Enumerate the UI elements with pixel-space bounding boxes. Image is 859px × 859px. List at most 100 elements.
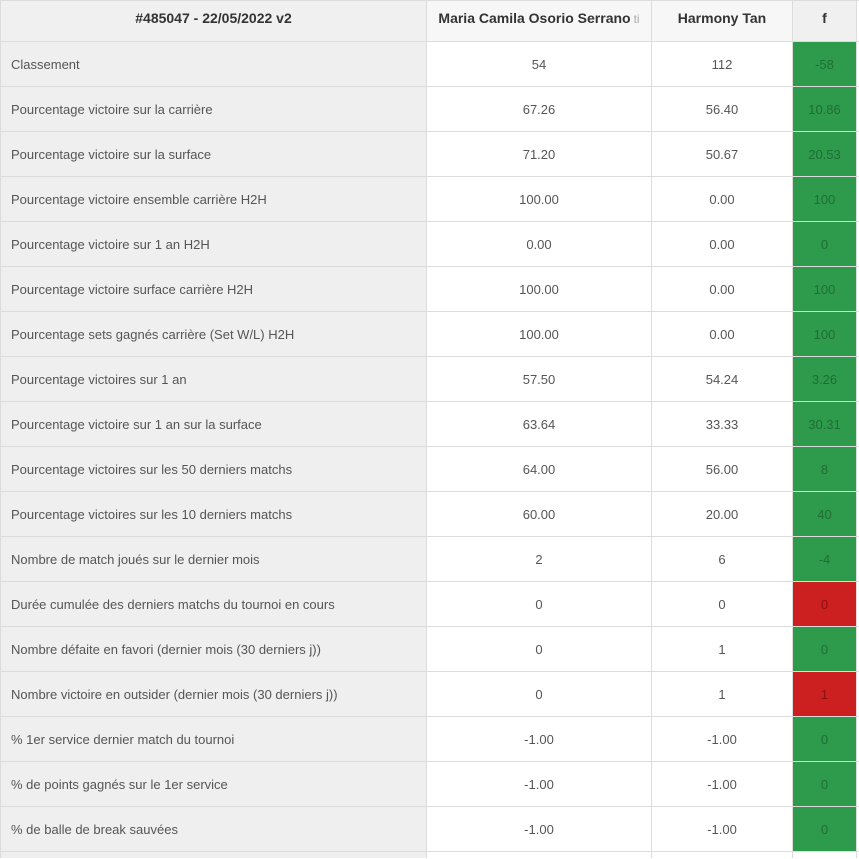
player2-value: 56.40: [651, 86, 793, 132]
player1-value: [426, 851, 652, 858]
f-value: [792, 851, 857, 858]
player1-value: 0: [426, 626, 652, 672]
f-value: 3.26: [792, 356, 857, 402]
f-value: 0: [792, 716, 857, 762]
player1-value: 0: [426, 671, 652, 717]
stat-label: Pourcentage victoires sur les 50 dernier…: [0, 446, 427, 492]
f-value: -58: [792, 41, 857, 87]
stat-label: % 1er service dernier match du tournoi: [0, 716, 427, 762]
table-row: Nombre de match joués sur le dernier moi…: [0, 536, 859, 582]
table-row: % 1er service dernier match du tournoi -1…: [0, 716, 859, 762]
player2-value: 0.00: [651, 311, 793, 357]
edge-cell: [856, 806, 859, 852]
player2-value: 50.67: [651, 131, 793, 177]
table-row: Pourcentage victoire sur 1 an H2H 0.00 0.0…: [0, 221, 859, 267]
stat-label: Pourcentage victoires sur les 10 dernier…: [0, 491, 427, 537]
stat-label: Pourcentage victoire sur 1 an sur la sur…: [0, 401, 427, 447]
stat-label: Nombre défaite en favori (dernier mois (…: [0, 626, 427, 672]
player2-value: 0.00: [651, 266, 793, 312]
player2-value: 0.00: [651, 176, 793, 222]
f-value: 20.53: [792, 131, 857, 177]
player2-value: 0.00: [651, 221, 793, 267]
f-value: 100: [792, 266, 857, 312]
player2-value: 0: [651, 581, 793, 627]
f-value: 100: [792, 311, 857, 357]
table-row: Pourcentage sets gagnés carrière (Set W/…: [0, 311, 859, 357]
table-row: Durée cumulée des derniers matchs du tou…: [0, 581, 859, 627]
f-header[interactable]: f: [792, 0, 857, 42]
player1-value: 0: [426, 581, 652, 627]
player2-value: -1.00: [651, 716, 793, 762]
player2-value: 6: [651, 536, 793, 582]
f-value: 0: [792, 806, 857, 852]
f-value: 1: [792, 671, 857, 717]
f-value: 8: [792, 446, 857, 492]
player2-value: 1: [651, 626, 793, 672]
match-id: #485047 - 22/05/2022 v2: [135, 10, 292, 26]
table-row: Pourcentage victoire sur la carrière 67.2…: [0, 86, 859, 132]
stat-label: % de balle de break sauvées: [0, 806, 427, 852]
player1-value: 100.00: [426, 266, 652, 312]
table-row: % de balle de break sauvées -1.00 -1.00 0: [0, 806, 859, 852]
player1-value: 2: [426, 536, 652, 582]
player1-value: 63.64: [426, 401, 652, 447]
f-value: 10.86: [792, 86, 857, 132]
player1-value: 54: [426, 41, 652, 87]
stat-label: Durée cumulée des derniers matchs du tou…: [0, 581, 427, 627]
stat-label: Pourcentage victoire sur 1 an H2H: [0, 221, 427, 267]
f-value: 0: [792, 761, 857, 807]
player2-value: 1: [651, 671, 793, 717]
stat-label: Classement: [0, 41, 427, 87]
player2-value: [651, 851, 793, 858]
player2-value: -1.00: [651, 761, 793, 807]
f-value: 0: [792, 626, 857, 672]
player2-value: 33.33: [651, 401, 793, 447]
stat-label: Nombre de match joués sur le dernier moi…: [0, 536, 427, 582]
f-value: 40: [792, 491, 857, 537]
player1-value: 60.00: [426, 491, 652, 537]
stat-label: % de points gagnés sur le 1er service: [0, 761, 427, 807]
table-row: Pourcentage victoires sur les 10 dernier…: [0, 491, 859, 537]
player1-name: Maria Camila Osorio Serrano: [438, 10, 631, 26]
f-value: 0: [792, 581, 857, 627]
player1-header[interactable]: Maria Camila Osorio Serrano ti: [426, 0, 652, 42]
stat-label: Pourcentage victoire sur la surface: [0, 131, 427, 177]
table-row: Pourcentage victoire surface carrière H2…: [0, 266, 859, 312]
stat-label: Pourcentage sets gagnés carrière (Set W/…: [0, 311, 427, 357]
match-id-header[interactable]: #485047 - 22/05/2022 v2: [0, 0, 427, 42]
table-row: Classement 54 112 -58: [0, 41, 859, 87]
player1-hint: ti: [633, 12, 640, 26]
f-value: 100: [792, 176, 857, 222]
stat-label: Pourcentage victoires sur 1 an: [0, 356, 427, 402]
player1-value: 100.00: [426, 311, 652, 357]
table-row: % de points gagnés sur le 1er service -1.…: [0, 761, 859, 807]
player2-value: -1.00: [651, 806, 793, 852]
player1-value: 0.00: [426, 221, 652, 267]
f-value: -4: [792, 536, 857, 582]
header-row: #485047 - 22/05/2022 v2 Maria Camila Oso…: [0, 0, 859, 42]
player2-value: 54.24: [651, 356, 793, 402]
stat-label: Nombre victoire en outsider (dernier moi…: [0, 671, 427, 717]
player2-header[interactable]: Harmony Tan: [651, 0, 793, 42]
stat-label: Pourcentage victoire ensemble carrière H…: [0, 176, 427, 222]
stat-label: Pourcentage victoire sur la carrière: [0, 86, 427, 132]
player2-value: 56.00: [651, 446, 793, 492]
table-row-partial: [0, 851, 859, 858]
f-value: 30.31: [792, 401, 857, 447]
player1-value: 67.26: [426, 86, 652, 132]
table-row: Nombre victoire en outsider (dernier moi…: [0, 671, 859, 717]
player2-value: 20.00: [651, 491, 793, 537]
table-row: Pourcentage victoire ensemble carrière H…: [0, 176, 859, 222]
player1-value: 57.50: [426, 356, 652, 402]
stat-label: [0, 851, 427, 858]
table-row: Pourcentage victoires sur les 50 dernier…: [0, 446, 859, 492]
player1-value: 71.20: [426, 131, 652, 177]
stat-label: Pourcentage victoire surface carrière H2…: [0, 266, 427, 312]
f-label: f: [822, 10, 827, 26]
player1-value: 64.00: [426, 446, 652, 492]
edge-cell: [856, 851, 859, 858]
table-row: Pourcentage victoire sur la surface 71.20…: [0, 131, 859, 177]
player2-name: Harmony Tan: [677, 10, 767, 26]
table-row: Nombre défaite en favori (dernier mois (…: [0, 626, 859, 672]
table-row: Pourcentage victoire sur 1 an sur la sur…: [0, 401, 859, 447]
